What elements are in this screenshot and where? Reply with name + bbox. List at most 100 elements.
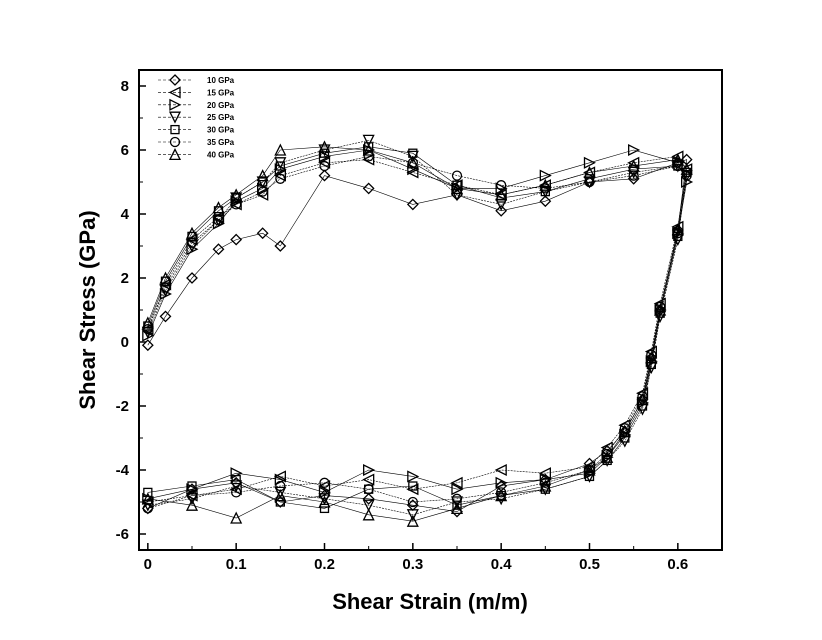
data-point — [406, 509, 419, 522]
data-point — [362, 473, 375, 486]
data-point — [452, 500, 462, 510]
y-tick-label: 4 — [121, 206, 130, 223]
data-point — [274, 157, 287, 170]
data-point — [494, 188, 507, 201]
data-point — [318, 486, 331, 499]
data-point — [143, 487, 153, 498]
x-axis-label: Shear Strain (m/m) — [332, 589, 528, 614]
data-point — [450, 496, 464, 509]
data-point — [363, 463, 376, 477]
x-tick-label: 0 — [144, 556, 152, 573]
data-point — [159, 310, 172, 323]
legend-marker — [169, 98, 182, 111]
data-point — [273, 169, 286, 182]
data-point — [159, 271, 172, 284]
data-point — [230, 511, 243, 524]
legend-label: 20 GPa — [207, 101, 235, 110]
data-point — [671, 153, 684, 166]
x-tick-label: 0.1 — [226, 556, 247, 573]
data-point — [362, 134, 375, 147]
data-point — [141, 339, 154, 352]
data-point — [406, 150, 419, 163]
data-point — [275, 497, 285, 507]
legend-marker — [170, 124, 180, 135]
data-point — [672, 160, 683, 172]
data-point — [185, 233, 198, 246]
legend-marker — [169, 136, 181, 148]
data-point — [230, 188, 243, 201]
data-point — [319, 160, 330, 172]
series-triangle-up — [141, 140, 693, 527]
data-point — [141, 499, 154, 512]
y-tick-label: 6 — [121, 142, 129, 159]
data-point — [274, 143, 287, 156]
data-point — [495, 204, 508, 217]
data-point — [363, 151, 374, 162]
data-point — [185, 493, 199, 506]
data-point — [494, 463, 507, 477]
legend-label: 10 GPa — [207, 76, 235, 85]
data-point — [451, 170, 463, 181]
legend-label: 35 GPa — [207, 138, 235, 147]
data-point — [602, 448, 613, 460]
data-point — [654, 303, 667, 316]
data-point — [495, 476, 508, 489]
data-point — [452, 180, 462, 190]
data-point — [256, 227, 269, 240]
data-point — [318, 479, 331, 493]
series-layer — [141, 134, 694, 527]
data-point — [142, 324, 153, 335]
data-point — [406, 166, 419, 179]
series-line — [147, 159, 688, 512]
data-point — [141, 492, 154, 505]
legend-marker — [168, 147, 182, 161]
data-point — [273, 470, 286, 483]
data-point — [319, 148, 330, 158]
data-point — [539, 479, 552, 492]
data-point — [362, 182, 375, 195]
data-point — [450, 181, 464, 195]
legend-label: 30 GPa — [207, 126, 235, 135]
data-point — [601, 450, 614, 463]
legend-marker — [168, 111, 182, 124]
data-point — [406, 156, 419, 169]
data-point — [213, 215, 224, 226]
data-point — [539, 185, 552, 199]
data-point — [187, 481, 197, 491]
data-point — [406, 483, 419, 496]
data-point — [274, 486, 287, 499]
x-ticks: 0 0.1 0.2 0.3 0.4 0.5 0.6 — [144, 543, 723, 573]
data-point — [318, 156, 331, 169]
data-point — [636, 393, 649, 406]
data-point — [275, 161, 285, 171]
series-square — [143, 142, 692, 514]
data-point — [231, 474, 241, 485]
data-point — [627, 172, 640, 185]
data-point — [627, 166, 640, 179]
data-point — [318, 140, 331, 153]
data-point — [540, 477, 551, 488]
x-tick-label: 0.5 — [579, 556, 600, 573]
y-tick-label: 0 — [121, 334, 129, 351]
data-point — [364, 142, 374, 152]
x-tick-label: 0.6 — [667, 556, 688, 573]
data-point — [451, 182, 464, 195]
data-point — [362, 499, 375, 512]
data-point — [319, 477, 330, 488]
legend-label: 40 GPa — [207, 150, 235, 159]
data-point — [618, 425, 631, 438]
data-point — [274, 489, 287, 502]
data-point — [275, 173, 286, 184]
data-point — [141, 316, 154, 329]
data-point — [672, 156, 685, 169]
data-point — [256, 188, 269, 201]
data-point — [583, 463, 596, 476]
data-point — [495, 489, 508, 502]
data-point — [583, 165, 596, 179]
data-point — [212, 243, 225, 256]
data-point — [185, 226, 199, 239]
series-line — [147, 156, 688, 509]
data-point — [363, 484, 374, 495]
